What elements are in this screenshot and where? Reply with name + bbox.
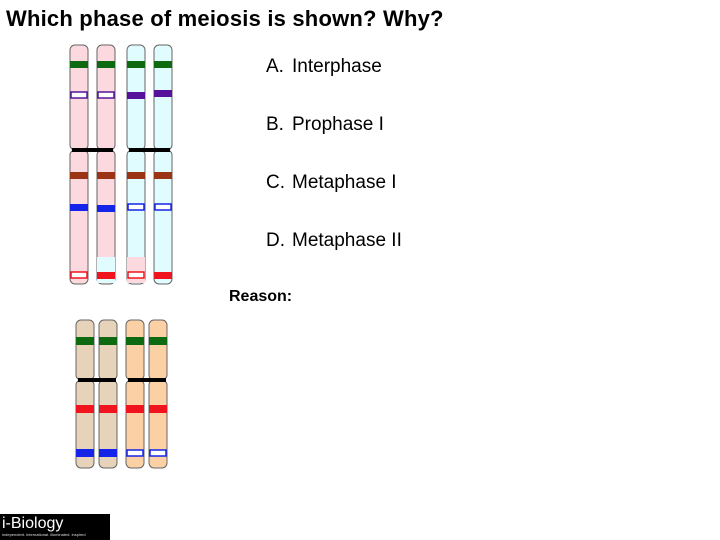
hollow-purple-band — [70, 91, 88, 99]
chromatid-small-1-arm-upper — [75, 319, 95, 381]
centromere-bar — [72, 148, 113, 152]
answer-options: A. Interphase B. Prophase I C. Metaphase… — [266, 56, 402, 288]
green-band — [97, 61, 115, 68]
blue-band — [76, 449, 94, 457]
blue-band — [70, 204, 88, 211]
option-a[interactable]: A. Interphase — [266, 56, 402, 114]
green-band — [99, 337, 117, 345]
centromere-bar — [129, 148, 170, 152]
option-c[interactable]: C. Metaphase I — [266, 172, 402, 230]
option-text: Metaphase I — [292, 172, 397, 193]
question-title: Which phase of meiosis is shown? Why? — [6, 6, 444, 31]
hollow-blue-band — [126, 449, 144, 457]
brown-band — [127, 172, 145, 179]
logo-name: i-Biology — [2, 515, 64, 532]
chromatid-small-3-arm-upper — [125, 319, 145, 381]
chromatid-small-4-arm-upper — [148, 319, 168, 381]
red-band — [126, 405, 144, 413]
hollow-blue-band — [154, 203, 172, 211]
red-band — [76, 405, 94, 413]
brown-band — [70, 172, 88, 179]
red-band — [97, 272, 115, 279]
option-letter: C. — [266, 172, 285, 193]
blue-band — [97, 205, 115, 212]
green-band — [76, 337, 94, 345]
hollow-red-band — [127, 271, 145, 279]
hollow-red-band — [70, 271, 88, 279]
centromere-bar — [78, 378, 116, 382]
chromatid-large-4-arm-lower — [153, 149, 173, 285]
option-d[interactable]: D. Metaphase II — [266, 230, 402, 288]
crossover-segment — [127, 257, 145, 283]
chromosome-diagram — [69, 44, 173, 469]
ibiology-logo: i-Biology independent. international. il… — [0, 514, 110, 540]
hollow-blue-band — [149, 449, 167, 457]
green-band — [70, 61, 88, 68]
option-letter: D. — [266, 230, 285, 251]
red-band — [149, 405, 167, 413]
option-letter: A. — [266, 56, 284, 77]
chromatid-large-4-arm-upper — [153, 44, 173, 151]
option-b[interactable]: B. Prophase I — [266, 114, 402, 172]
purple-band — [127, 92, 145, 99]
green-band — [154, 61, 172, 68]
option-text: Interphase — [292, 56, 382, 77]
option-text: Prophase I — [292, 114, 384, 135]
crossover-segment — [97, 257, 115, 283]
brown-band — [97, 172, 115, 179]
chromatid-large-1-arm-lower — [69, 149, 89, 285]
brown-band — [154, 172, 172, 179]
reason-label: Reason: — [229, 288, 293, 305]
hollow-blue-band — [127, 203, 145, 211]
centromere-bar — [128, 378, 166, 382]
green-band — [149, 337, 167, 345]
green-band — [126, 337, 144, 345]
red-band — [154, 272, 172, 279]
logo-tagline: independent. international. illuminated.… — [2, 532, 86, 537]
hollow-purple-band — [97, 91, 115, 99]
option-letter: B. — [266, 114, 284, 135]
red-band — [99, 405, 117, 413]
purple-band — [154, 90, 172, 97]
option-text: Metaphase II — [292, 230, 402, 251]
blue-band — [99, 449, 117, 457]
chromatid-small-2-arm-upper — [98, 319, 118, 381]
green-band — [127, 61, 145, 68]
